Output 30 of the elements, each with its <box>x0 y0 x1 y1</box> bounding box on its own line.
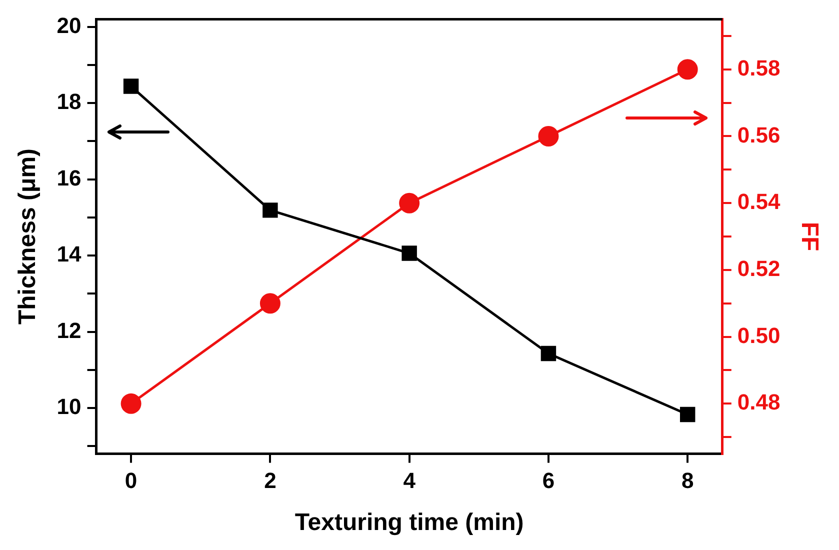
x-tick-label: 6 <box>542 468 555 494</box>
point <box>399 192 420 214</box>
y2-tick-label: 0.52 <box>737 256 780 281</box>
y2-tick-label: 0.54 <box>737 189 781 214</box>
y2-axis-title: FF <box>796 222 823 252</box>
point <box>262 202 278 218</box>
point <box>120 393 142 414</box>
point <box>677 59 698 80</box>
x-axis-title: Texturing time (min) <box>294 509 524 536</box>
point <box>260 293 280 314</box>
y-tick-label: 18 <box>56 89 82 114</box>
point <box>538 126 559 146</box>
point <box>680 406 696 422</box>
point <box>123 78 139 94</box>
point <box>540 346 556 362</box>
y-tick-label: 14 <box>56 242 82 267</box>
y-tick-label: 20 <box>56 12 82 38</box>
y2-tick-label: 0.48 <box>737 390 780 415</box>
y-tick-label: 10 <box>56 394 82 420</box>
x-tick-label: 4 <box>403 468 416 494</box>
y2-tick-label: 0.50 <box>737 322 780 348</box>
y-axis-title: Thickness (μm) <box>14 148 42 325</box>
y2-tick-label: 0.58 <box>737 55 780 80</box>
x-tick-label: 0 <box>124 468 138 494</box>
y2-tick-label: 0.56 <box>737 122 780 148</box>
x-tick-label: 8 <box>681 468 694 494</box>
y-tick-label: 12 <box>56 318 82 343</box>
y-tick-label: 16 <box>56 165 82 190</box>
point <box>402 246 417 261</box>
x-tick-label: 2 <box>264 468 276 494</box>
